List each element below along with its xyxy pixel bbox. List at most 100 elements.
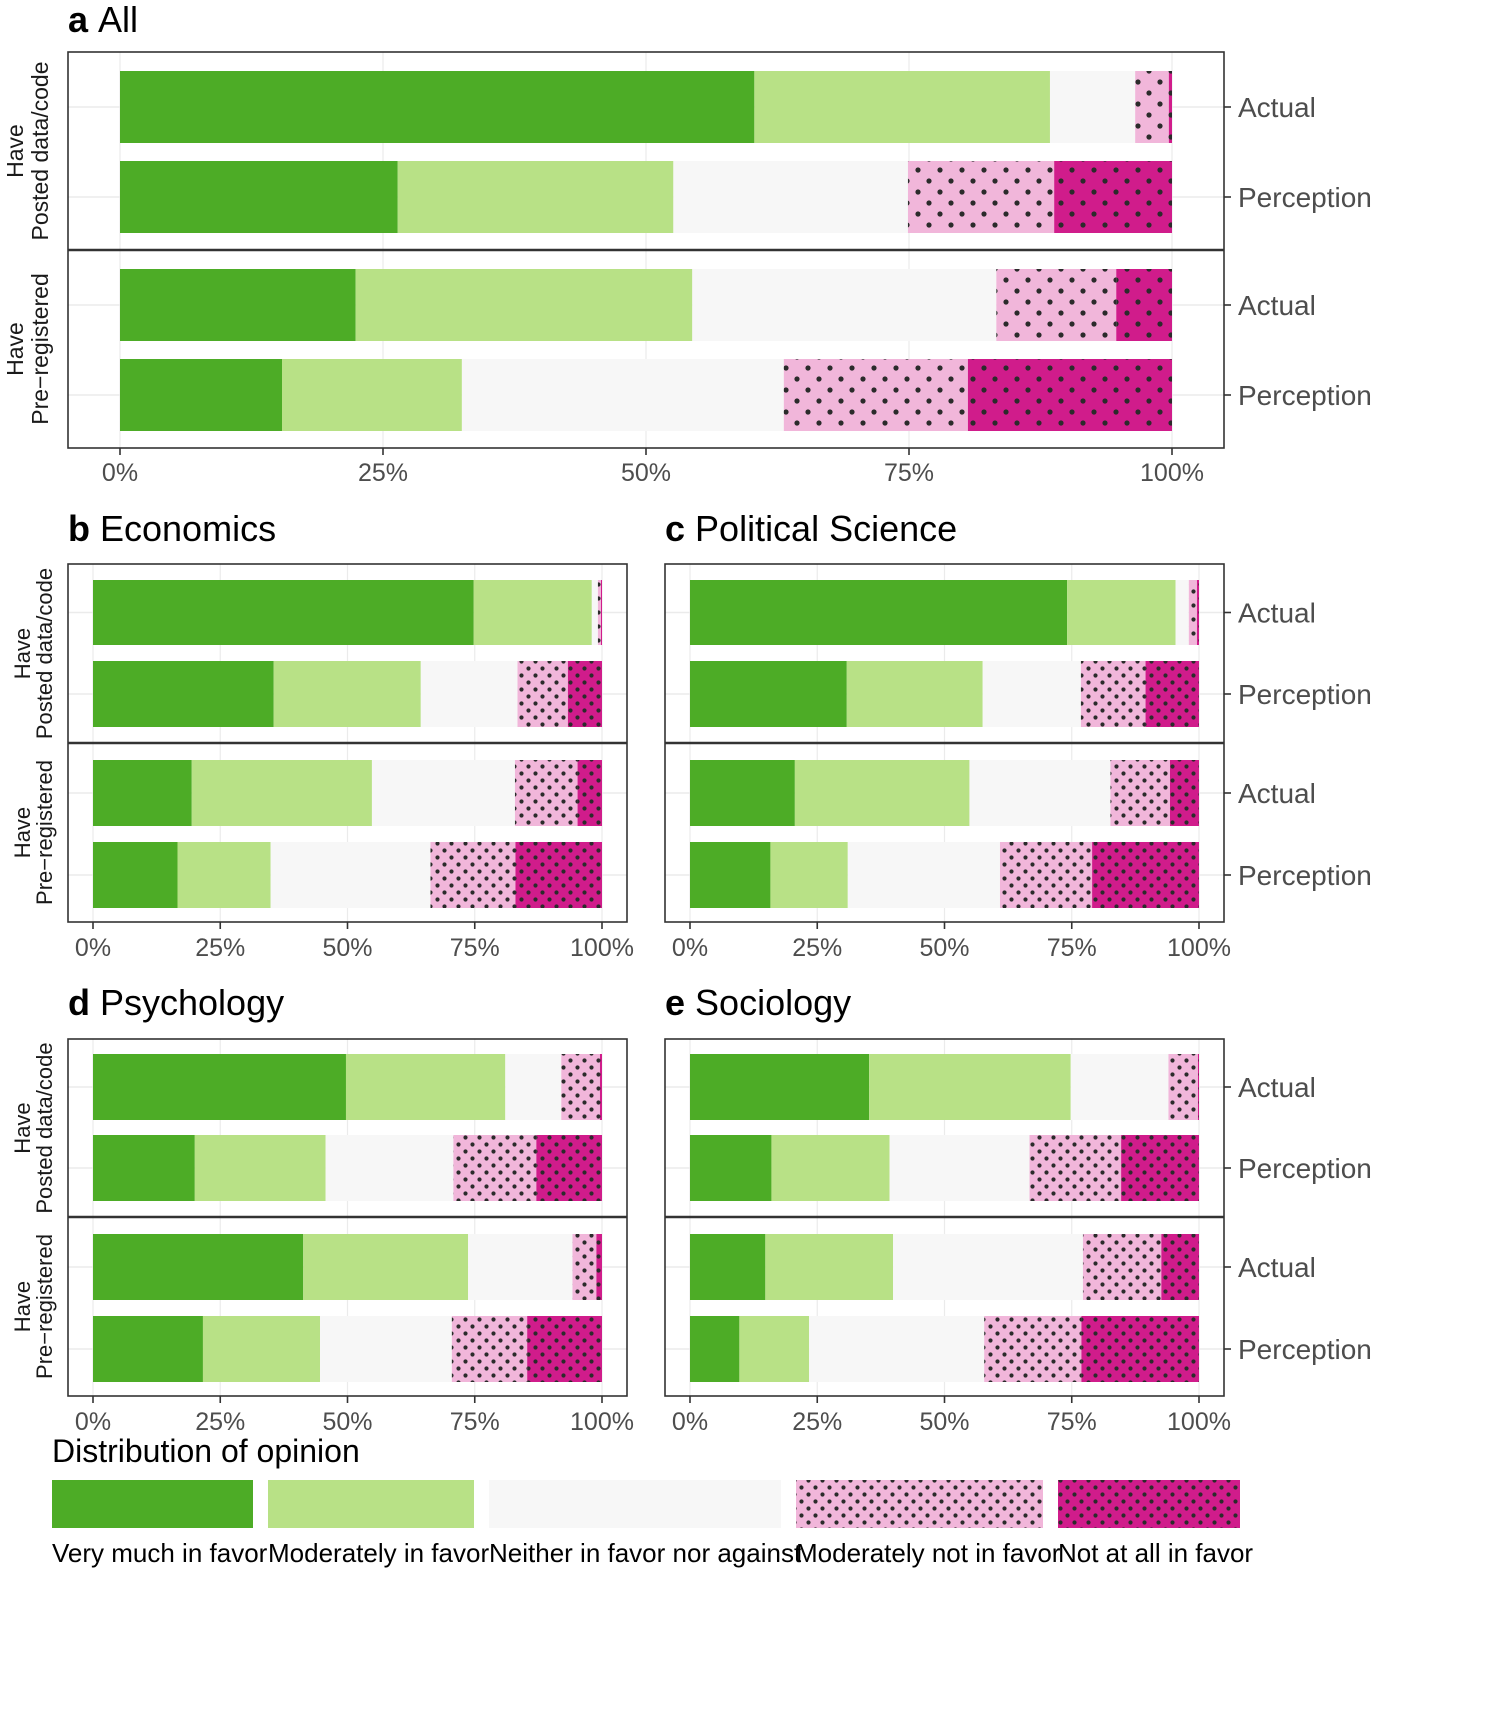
panel-psychology-bar-posted-data-code-perception-moderately-not xyxy=(453,1135,537,1201)
panel-sociology-x-tick-label: 0% xyxy=(672,1408,708,1436)
panel-all-strip-pre-registered-line-0: Have xyxy=(2,322,28,376)
legend-label-very-much: Very much in favor xyxy=(52,1538,268,1568)
legend-key-not-at-all xyxy=(1058,1480,1240,1528)
panel-psychology-bar-posted-data-code-perception-moderately xyxy=(194,1135,326,1201)
panel-political-science-row-label-actual: Actual xyxy=(1238,778,1316,809)
panel-psychology-bar-pre-registered-actual-neither xyxy=(468,1234,573,1300)
panel-economics-x-tick-label: 50% xyxy=(322,934,372,962)
panel-all-x-tick-label: 75% xyxy=(884,459,934,487)
panel-all-x-tick-label: 50% xyxy=(621,459,671,487)
panel-psychology-bar-posted-data-code-perception-not-at-all xyxy=(536,1135,602,1201)
panel-psychology-strip-posted-data-code-line-1: Posted data/code xyxy=(32,1042,57,1213)
legend-key-very-much xyxy=(52,1480,253,1528)
panel-sociology-bar-posted-data-code-actual-neither xyxy=(1070,1054,1169,1120)
panel-psychology-bar-pre-registered-perception-neither xyxy=(320,1316,452,1382)
panel-political-science-bar-posted-data-code-perception-not-at-all xyxy=(1145,661,1199,727)
panel-sociology-bar-pre-registered-actual-moderately xyxy=(765,1234,894,1300)
panel-political-science-bar-posted-data-code-actual-not-at-all xyxy=(1196,580,1199,645)
panel-political-science-bar-posted-data-code-actual-moderately xyxy=(1067,580,1176,645)
panel-economics-name: Economics xyxy=(100,508,276,549)
panel-economics-bar-posted-data-code-perception-moderately-not xyxy=(517,661,568,727)
panel-sociology-x-tick-label: 75% xyxy=(1047,1408,1097,1436)
panel-political-science-row-label-perception: Perception xyxy=(1238,679,1372,710)
panel-all-bar-posted-data-code-perception-neither xyxy=(673,161,908,233)
panel-sociology-bar-pre-registered-perception-moderately xyxy=(739,1316,810,1382)
panel-sociology-bar-posted-data-code-actual-moderately-not xyxy=(1168,1054,1198,1120)
panel-economics-letter: b xyxy=(68,508,90,549)
panel-all-bar-pre-registered-perception-moderately-not xyxy=(783,359,968,431)
panel-economics-bar-pre-registered-perception-very-much xyxy=(93,842,178,908)
panel-psychology-bar-pre-registered-actual-moderately-not xyxy=(572,1234,597,1300)
panel-all-bar-posted-data-code-actual-moderately-not xyxy=(1135,71,1169,143)
panel-psychology-title: d Psychology xyxy=(68,982,284,1023)
panel-all-bar-pre-registered-perception-moderately xyxy=(282,359,462,431)
panel-economics-strip-posted-data-code-line-1: Posted data/code xyxy=(32,568,57,739)
panel-political-science-x-tick-label: 100% xyxy=(1167,934,1231,962)
legend-key-neither xyxy=(489,1480,781,1528)
panel-political-science-bar-pre-registered-actual-neither xyxy=(969,760,1111,826)
panel-psychology-bar-pre-registered-perception-moderately xyxy=(202,1316,321,1382)
panel-sociology-row-label-perception: Perception xyxy=(1238,1153,1372,1184)
panel-political-science-x-tick-label: 50% xyxy=(919,934,969,962)
panel-psychology-bar-posted-data-code-actual-moderately-not xyxy=(561,1054,600,1120)
panel-sociology-bar-posted-data-code-perception-not-at-all xyxy=(1121,1135,1199,1201)
legend-title: Distribution of opinion xyxy=(52,1433,360,1469)
panel-all-bar-pre-registered-actual-moderately xyxy=(355,269,693,341)
panel-sociology-bar-pre-registered-perception-very-much xyxy=(690,1316,740,1382)
panel-psychology-x-tick-label: 0% xyxy=(75,1408,111,1436)
panel-psychology-x-tick-label: 75% xyxy=(450,1408,500,1436)
panel-psychology-bar-posted-data-code-actual-not-at-all xyxy=(599,1054,602,1120)
panel-psychology-bar-posted-data-code-perception-neither xyxy=(325,1135,454,1201)
panel-all-strip-posted-data-code-line-1: Posted data/code xyxy=(27,61,53,240)
panel-political-science-bar-pre-registered-actual-moderately xyxy=(794,760,970,826)
panel-sociology-bar-posted-data-code-actual-not-at-all xyxy=(1197,1054,1199,1120)
panel-sociology-bar-pre-registered-actual-very-much xyxy=(690,1234,766,1300)
panel-sociology-bar-posted-data-code-perception-moderately xyxy=(771,1135,890,1201)
panel-political-science-bar-posted-data-code-actual-moderately-not xyxy=(1188,580,1197,645)
panel-political-science-bar-pre-registered-actual-very-much xyxy=(690,760,795,826)
panel-economics-bar-posted-data-code-actual-moderately-not xyxy=(597,580,601,645)
panel-sociology-x-tick-label: 100% xyxy=(1167,1408,1231,1436)
legend-key-moderately xyxy=(268,1480,474,1528)
panel-psychology-bar-posted-data-code-actual-neither xyxy=(505,1054,562,1120)
panel-psychology-bar-pre-registered-perception-not-at-all xyxy=(527,1316,602,1382)
panel-political-science-bar-posted-data-code-perception-moderately xyxy=(846,661,983,727)
panel-all-bar-pre-registered-actual-not-at-all xyxy=(1116,269,1172,341)
panel-political-science-bar-pre-registered-actual-not-at-all xyxy=(1169,760,1199,826)
panel-all-bar-posted-data-code-perception-moderately-not xyxy=(907,161,1055,233)
panel-all-bar-posted-data-code-perception-very-much xyxy=(120,161,398,233)
panel-political-science-bar-posted-data-code-perception-very-much xyxy=(690,661,847,727)
panel-political-science-x-tick-label: 75% xyxy=(1047,934,1097,962)
panel-sociology-bar-pre-registered-perception-moderately-not xyxy=(984,1316,1082,1382)
panel-sociology-bar-pre-registered-actual-moderately-not xyxy=(1082,1234,1162,1300)
panel-economics-bar-posted-data-code-actual-neither xyxy=(591,580,598,645)
panel-all-strip-posted-data-code-line-0: Have xyxy=(2,124,28,178)
legend-key-moderately-not xyxy=(796,1480,1043,1528)
panel-economics-strip-pre-registered-line-0: Have xyxy=(10,807,35,858)
panel-sociology: e Sociology Actual Perception Actual Percepti… xyxy=(664,982,1372,1436)
panel-economics-bar-posted-data-code-perception-not-at-all xyxy=(567,661,602,727)
panel-economics-x-tick-label: 0% xyxy=(75,934,111,962)
panel-economics-bar-pre-registered-perception-moderately-not xyxy=(430,842,516,908)
panel-psychology-strip-pre-registered-line-1: Pre−registered xyxy=(32,1234,57,1379)
panel-political-science-name: Political Science xyxy=(695,508,957,549)
panel-political-science-bar-pre-registered-actual-moderately-not xyxy=(1110,760,1170,826)
panel-sociology-letter: e xyxy=(665,982,685,1023)
panel-psychology-strip-pre-registered-line-0: Have xyxy=(10,1281,35,1332)
panel-all-bar-pre-registered-perception-very-much xyxy=(120,359,283,431)
panel-psychology-bar-posted-data-code-actual-very-much xyxy=(93,1054,346,1120)
panel-all-bar-posted-data-code-perception-not-at-all xyxy=(1054,161,1172,233)
panel-psychology-letter: d xyxy=(68,982,90,1023)
panel-political-science-bar-posted-data-code-perception-moderately-not xyxy=(1080,661,1146,727)
panel-psychology-bar-pre-registered-perception-moderately-not xyxy=(451,1316,528,1382)
panel-political-science-bar-posted-data-code-actual-very-much xyxy=(690,580,1068,645)
panel-sociology-bar-posted-data-code-actual-moderately xyxy=(869,1054,1071,1120)
panel-all-bar-posted-data-code-actual-neither xyxy=(1049,71,1136,143)
panel-sociology-bar-posted-data-code-perception-moderately-not xyxy=(1029,1135,1122,1201)
panel-psychology-bar-pre-registered-actual-very-much xyxy=(93,1234,304,1300)
panel-political-science-bar-pre-registered-perception-moderately-not xyxy=(999,842,1093,908)
panel-political-science-bar-pre-registered-perception-moderately xyxy=(770,842,848,908)
panel-all-bar-posted-data-code-perception-moderately xyxy=(397,161,674,233)
